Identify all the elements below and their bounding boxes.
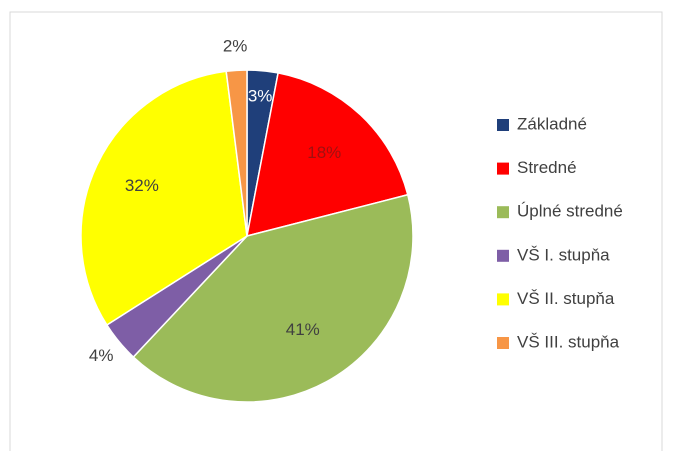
pie-slice (80, 70, 248, 326)
data-label: 3% (248, 87, 273, 106)
pie-slice (246, 72, 409, 238)
legend-swatch (497, 162, 509, 175)
legend-label: Úplné stredné (517, 202, 623, 221)
data-label: 18% (307, 143, 341, 162)
legend-label: Základné (517, 114, 587, 133)
legend-label: VŠ III. stupňa (517, 332, 620, 351)
legend-swatch (497, 293, 509, 306)
legend-swatch (497, 249, 509, 262)
pie-slice (132, 193, 414, 403)
legend-label: Stredné (517, 158, 577, 177)
pie-slice (225, 69, 248, 237)
legend-swatch (497, 206, 509, 219)
legend-label: VŠ I. stupňa (517, 245, 610, 264)
legend-label: VŠ II. stupňa (517, 289, 615, 308)
data-label: 32% (125, 176, 159, 195)
data-label: 41% (286, 320, 320, 339)
legend-swatch (497, 119, 509, 131)
data-label: 2% (223, 37, 248, 56)
legend-swatch (497, 337, 509, 349)
data-label: 4% (89, 346, 114, 365)
